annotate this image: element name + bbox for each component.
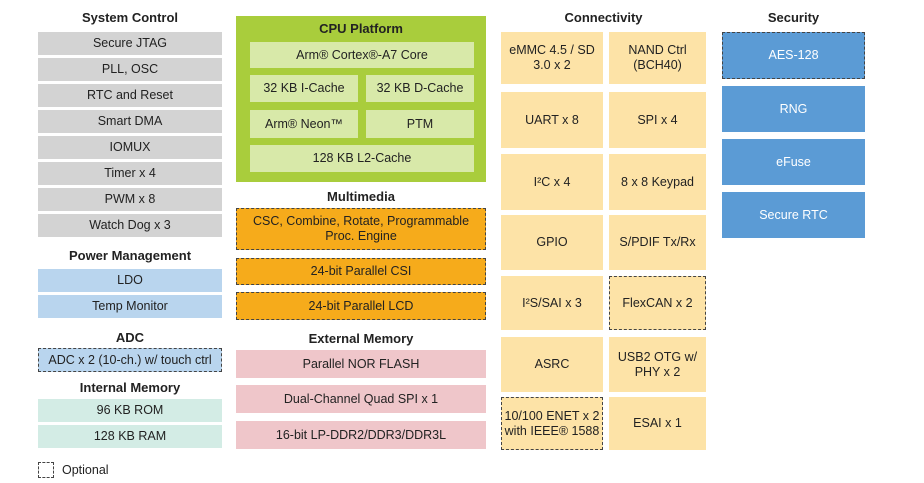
block-label: PLL, OSC — [101, 62, 159, 76]
block-label: SPI x 4 — [637, 112, 678, 127]
block-label: S/PDIF Tx/Rx — [619, 235, 696, 249]
block-label: 10/100 ENET x 2 with IEEE® 1588 — [504, 408, 600, 438]
block-i-s-sai-x-3: I²S/SAI x 3 — [501, 276, 603, 330]
block-usb2-otg-w-phy-x-2: USB2 OTG w/ PHY x 2 — [609, 337, 706, 392]
block-smart-dma: Smart DMA — [38, 110, 222, 133]
block-label: ADC x 2 (10-ch.) w/ touch ctrl — [48, 352, 212, 367]
block-pwm-x-8: PWM x 8 — [38, 188, 222, 211]
block-label: PTM — [406, 116, 434, 131]
block-128-kb-l2-cache: 128 KB L2-Cache — [250, 145, 474, 172]
block-label: UART x 8 — [525, 112, 579, 127]
block-secure-rtc: Secure RTC — [722, 192, 865, 238]
block-32-kb-i-cache: 32 KB I-Cache — [250, 75, 358, 102]
block-emmc-4-5-sd-3-0-x-2: eMMC 4.5 / SD 3.0 x 2 — [501, 32, 603, 84]
block-watch-dog-x-3: Watch Dog x 3 — [38, 214, 222, 237]
block-dual-channel-quad-spi-x-1: Dual-Channel Quad SPI x 1 — [236, 385, 486, 413]
optional-legend-swatch — [38, 462, 54, 478]
block-label: ESAI x 1 — [633, 416, 682, 430]
block-label: AES-128 — [768, 48, 819, 62]
block-8-x-8-keypad: 8 x 8 Keypad — [609, 154, 706, 210]
block-label: 128 KB RAM — [93, 429, 167, 443]
block-label: 8 x 8 Keypad — [621, 174, 694, 189]
block-label: 128 KB L2-Cache — [312, 151, 412, 165]
section-title-connectivity: Connectivity — [564, 10, 643, 25]
block-gpio: GPIO — [501, 215, 603, 270]
block-label: Timer x 4 — [104, 166, 156, 180]
section-title-adc: ADC — [115, 330, 145, 345]
block-nand-ctrl-bch40: NAND Ctrl (BCH40) — [609, 32, 706, 84]
section-title-power-management: Power Management — [68, 248, 192, 263]
block-label: RNG — [779, 101, 808, 116]
block-label: Secure JTAG — [92, 36, 168, 50]
block-label: USB2 OTG w/ PHY x 2 — [617, 349, 698, 379]
block-s-pdif-tx-rx: S/PDIF Tx/Rx — [609, 215, 706, 270]
block-label: Parallel NOR FLASH — [302, 356, 420, 371]
block-timer-x-4: Timer x 4 — [38, 162, 222, 185]
block-arm-neon: Arm® Neon™ — [250, 110, 358, 138]
block-efuse: eFuse — [722, 139, 865, 185]
block-24-bit-parallel-lcd: 24-bit Parallel LCD — [236, 292, 486, 320]
block-96-kb-rom: 96 KB ROM — [38, 399, 222, 422]
block-label: FlexCAN x 2 — [622, 295, 693, 310]
block-label: Dual-Channel Quad SPI x 1 — [283, 391, 439, 406]
block-label: I²C x 4 — [533, 174, 571, 189]
block-label: CSC, Combine, Rotate, Programmable Proc.… — [252, 214, 470, 243]
block-label: RTC and Reset — [87, 88, 173, 102]
block-label: Arm® Neon™ — [265, 116, 343, 131]
block-i-c-x-4: I²C x 4 — [501, 154, 603, 210]
section-title-security: Security — [767, 10, 820, 25]
section-title-cpu-platform: CPU Platform — [319, 21, 403, 36]
block-csc-combine-rotate-programmable-proc-engine: CSC, Combine, Rotate, Programmable Proc.… — [236, 208, 486, 250]
block-label: eFuse — [776, 154, 811, 169]
block-label: Watch Dog x 3 — [89, 218, 171, 232]
block-flexcan-x-2: FlexCAN x 2 — [609, 276, 706, 330]
block-label: 24-bit Parallel CSI — [310, 264, 412, 278]
block-label: Arm® Cortex®-A7 Core — [296, 47, 428, 62]
block-asrc: ASRC — [501, 337, 603, 392]
block-label: I²S/SAI x 3 — [522, 295, 582, 310]
optional-legend-label: Optional — [62, 463, 109, 477]
block-label: Secure RTC — [759, 207, 828, 222]
block-adc: ADC x 2 (10-ch.) w/ touch ctrl — [38, 348, 222, 372]
block-esai-x-1: ESAI x 1 — [609, 397, 706, 450]
block-label: ASRC — [534, 357, 570, 371]
block-label: 96 KB ROM — [96, 403, 164, 417]
block-24-bit-parallel-csi: 24-bit Parallel CSI — [236, 258, 486, 285]
block-label: Temp Monitor — [92, 299, 168, 313]
block-label: 32 KB D-Cache — [376, 81, 464, 95]
block-iomux: IOMUX — [38, 136, 222, 159]
block-label: Smart DMA — [97, 114, 163, 128]
block-ldo: LDO — [38, 269, 222, 292]
block-128-kb-ram: 128 KB RAM — [38, 425, 222, 448]
block-label: IOMUX — [109, 140, 151, 154]
block-label: eMMC 4.5 / SD 3.0 x 2 — [509, 43, 595, 72]
block-rtc-and-reset: RTC and Reset — [38, 84, 222, 107]
block-10-100-enet-x-2-with-ieee-1588: 10/100 ENET x 2 with IEEE® 1588 — [501, 397, 603, 450]
block-arm-cortex-a7-core: Arm® Cortex®-A7 Core — [250, 42, 474, 68]
block-label: LDO — [117, 273, 143, 287]
block-temp-monitor: Temp Monitor — [38, 295, 222, 318]
block-label: NAND Ctrl (BCH40) — [628, 43, 687, 72]
section-title-system-control: System Control — [81, 10, 179, 25]
section-title-external-memory: External Memory — [308, 331, 414, 346]
block-ptm: PTM — [366, 110, 474, 138]
block-16-bit-lp-ddr2-ddr3-ddr3l: 16-bit LP-DDR2/DDR3/DDR3L — [236, 421, 486, 449]
block-32-kb-d-cache: 32 KB D-Cache — [366, 75, 474, 102]
section-title-internal-memory: Internal Memory — [79, 380, 181, 395]
block-label: 24-bit Parallel LCD — [308, 298, 414, 313]
block-aes-128: AES-128 — [722, 32, 865, 79]
block-label: 32 KB I-Cache — [263, 81, 345, 95]
block-label: GPIO — [536, 235, 568, 249]
section-title-multimedia: Multimedia — [327, 189, 395, 204]
block-spi-x-4: SPI x 4 — [609, 92, 706, 148]
block-secure-jtag: Secure JTAG — [38, 32, 222, 55]
block-rng: RNG — [722, 86, 865, 132]
block-uart-x-8: UART x 8 — [501, 92, 603, 148]
block-label: 16-bit LP-DDR2/DDR3/DDR3L — [275, 427, 447, 442]
block-label: PWM x 8 — [104, 192, 156, 206]
block-pll-osc: PLL, OSC — [38, 58, 222, 81]
block-parallel-nor-flash: Parallel NOR FLASH — [236, 350, 486, 378]
